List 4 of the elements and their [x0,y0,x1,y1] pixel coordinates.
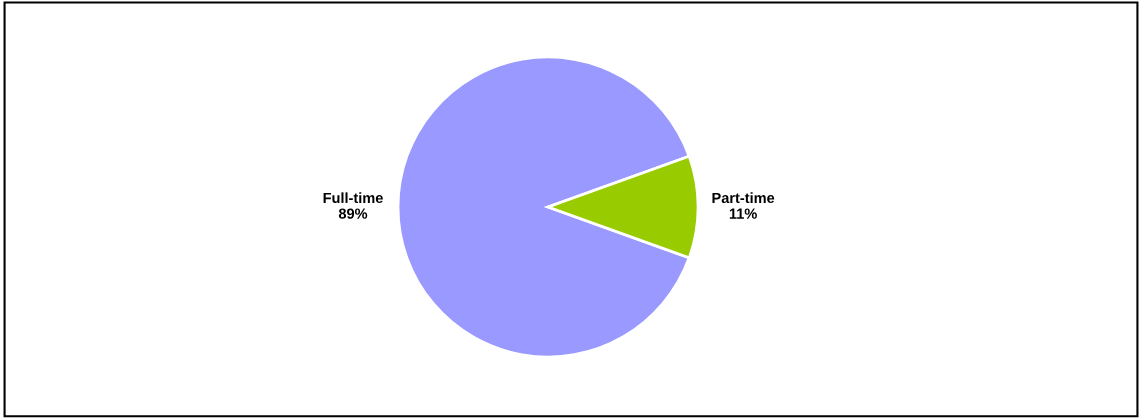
data-label: 89% [338,208,368,219]
data-label: 11% [729,208,757,219]
slice-label: Full-time [323,192,383,204]
slice-label: Part-time [712,192,775,204]
